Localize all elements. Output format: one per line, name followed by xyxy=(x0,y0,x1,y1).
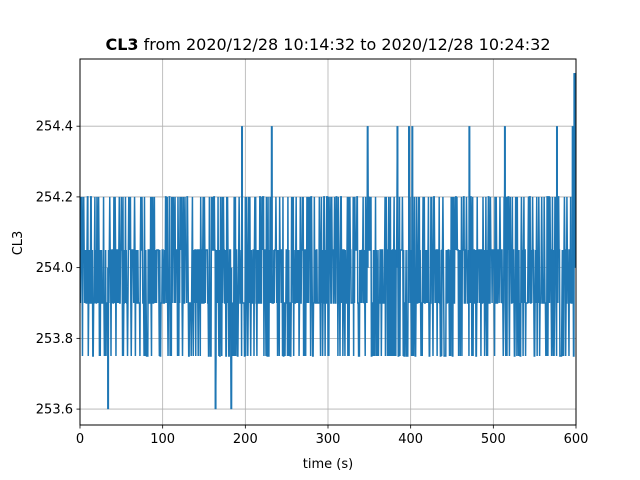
chart-title-rest: from 2020/12/28 10:14:32 to 2020/12/28 1… xyxy=(139,35,551,54)
chart-title-bold: CL3 xyxy=(105,35,138,54)
y-tick-label: 254.4 xyxy=(36,120,73,135)
ticks: 0 100 200 300 400 500 600 253.6 253.8 254.0 254.2 2… xyxy=(36,120,589,447)
x-tick-label: 400 xyxy=(398,432,423,447)
x-tick-label: 300 xyxy=(316,432,341,447)
x-tick-label: 0 xyxy=(76,432,84,447)
x-tick-label: 600 xyxy=(564,432,589,447)
y-tick-label: 254.0 xyxy=(36,261,73,276)
x-tick-label: 500 xyxy=(481,432,506,447)
plot-area xyxy=(80,73,576,410)
y-axis-label: CL3 xyxy=(11,231,26,256)
series-line xyxy=(80,73,576,410)
x-tick-label: 200 xyxy=(233,432,258,447)
y-tick-label: 253.8 xyxy=(36,332,73,347)
y-tick-label: 254.2 xyxy=(36,190,73,205)
x-tick-label: 100 xyxy=(150,432,175,447)
y-tick-label: 253.6 xyxy=(36,403,73,418)
chart-title: CL3 from 2020/12/28 10:14:32 to 2020/12/… xyxy=(105,35,550,54)
x-axis-label: time (s) xyxy=(303,457,353,472)
